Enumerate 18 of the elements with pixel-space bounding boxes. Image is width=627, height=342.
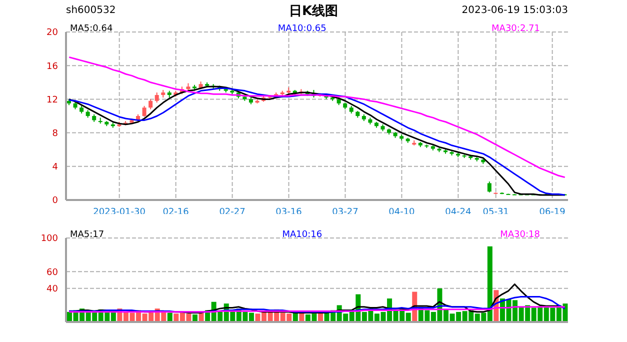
- y-tick-label: 12: [46, 95, 58, 106]
- text: MA30:18: [500, 230, 540, 240]
- text: sh600532: [66, 5, 116, 16]
- y-tick-label: 100: [40, 234, 58, 244]
- text: MA5:0.64: [70, 24, 113, 34]
- text: MA5:17: [70, 230, 104, 240]
- y-tick-label: 4: [52, 162, 58, 173]
- chart-title: 日K线图: [288, 4, 338, 19]
- y-tick-label: 16: [46, 62, 58, 72]
- y-tick-label: 8: [52, 128, 58, 139]
- text: 2023-06-19 15:03:03: [462, 5, 568, 16]
- y-tick-label: 20: [46, 28, 58, 38]
- y-tick-label: 60: [46, 268, 58, 278]
- y-tick-label: 40: [46, 284, 58, 295]
- text: MA10:0.65: [278, 24, 326, 34]
- text: MA30:2.71: [492, 24, 540, 34]
- y-tick-label: 0: [52, 196, 58, 206]
- text: MA10:16: [282, 230, 322, 240]
